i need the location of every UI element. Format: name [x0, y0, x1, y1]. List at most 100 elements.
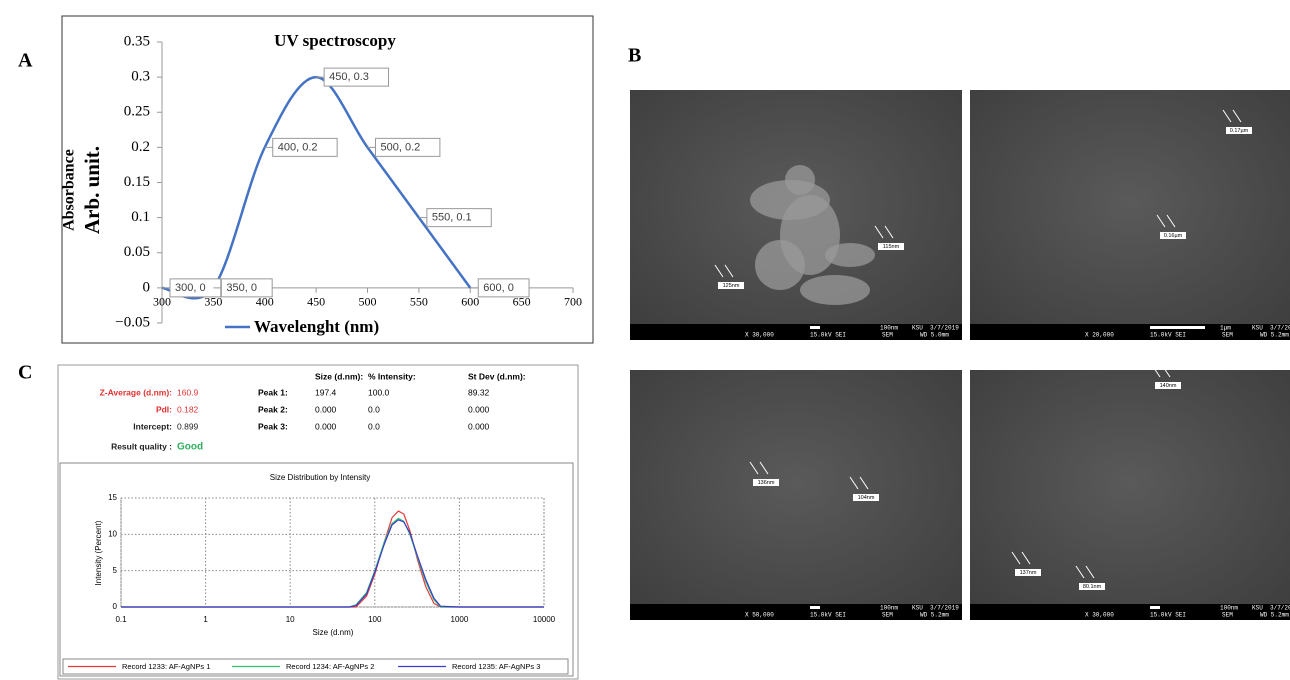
sem-info-bar — [970, 604, 1290, 620]
data-line — [121, 517, 544, 608]
panel-label: C — [18, 362, 32, 384]
measure-line — [1085, 565, 1095, 579]
measure-line — [1011, 551, 1021, 565]
measure-line — [859, 476, 869, 490]
measure-line — [1161, 364, 1171, 378]
sem-scale: 100nm — [880, 605, 898, 612]
data-label: 500, 0.2 — [381, 141, 421, 153]
peak-value: 0.000 — [315, 404, 337, 414]
measure-label: 80.1nm — [1083, 584, 1102, 590]
sem-lab: KSU — [1252, 605, 1263, 612]
measure-label: 0.16µm — [1164, 233, 1183, 239]
summary-label: Z-Average (d.nm): — [100, 387, 173, 397]
x-tick-label: 400 — [256, 295, 274, 309]
x-tick-label: 0.1 — [115, 615, 127, 624]
sem-magnification: X 20,000 — [1085, 332, 1114, 339]
sem-info-bar — [630, 604, 962, 620]
plot-area — [120, 497, 545, 608]
legend-label: Record 1234: AF-AgNPs 2 — [286, 662, 374, 671]
measure-label: 136nm — [758, 480, 775, 486]
data-label: 550, 0.1 — [432, 212, 472, 224]
measure-line — [1075, 565, 1085, 579]
x-tick-label: 10 — [286, 615, 295, 624]
measure-label: 140nm — [1160, 383, 1177, 389]
data-label-box — [426, 208, 492, 228]
panel-a-frame — [61, 15, 594, 344]
measure-label-box — [1226, 127, 1252, 134]
summary-value: 0.899 — [177, 421, 199, 431]
measure-label-box — [753, 479, 779, 486]
sem-mode: SEM — [1222, 612, 1233, 619]
sem-magnification: X 50,000 — [745, 612, 774, 619]
y-tick-label: 0.35 — [124, 33, 150, 49]
y-tick-label: −0.05 — [115, 314, 150, 330]
sem-voltage: 15.0kV SEI — [1150, 612, 1186, 619]
x-tick-label: 1 — [203, 615, 208, 624]
data-label-box — [323, 67, 390, 87]
chart-title: Size Distribution by Intensity — [270, 473, 371, 482]
data-label-box — [220, 278, 273, 298]
sem-lab: KSU — [912, 605, 923, 612]
sem-magnification: X 30,000 — [1085, 612, 1114, 619]
particle-cluster — [785, 165, 815, 195]
measure-label-box — [1160, 232, 1186, 239]
peak-value: 0.000 — [315, 421, 337, 431]
dls-plot-frame — [59, 462, 574, 677]
summary-value: Good — [177, 442, 203, 453]
summary-label: Intercept: — [133, 421, 172, 431]
peak-value: 0.000 — [468, 421, 490, 431]
sem-wd: WD 5.2mm — [920, 612, 949, 619]
sem-voltage: 15.0kV SEI — [810, 612, 846, 619]
x-tick-label: 550 — [410, 295, 428, 309]
summary-label: PdI: — [156, 404, 172, 414]
scale-bar — [1150, 606, 1160, 609]
sem-magnification: X 30,000 — [745, 332, 774, 339]
data-label: 300, 0 — [175, 282, 206, 294]
y-tick-label: 10 — [108, 529, 117, 538]
sem-scale: 100nm — [1220, 605, 1238, 612]
peak-label: Peak 1: — [258, 387, 288, 397]
peak-value: 197.4 — [315, 387, 337, 397]
data-label-box — [272, 137, 338, 157]
sem-date: 3/7/2019 — [1270, 605, 1290, 612]
sem-date: 3/7/2019 — [930, 325, 959, 332]
measure-label-box — [1079, 583, 1105, 590]
particle-cluster — [825, 243, 875, 267]
scale-bar — [810, 326, 820, 329]
measure-line — [1021, 551, 1031, 565]
y-tick-label: 0.3 — [131, 69, 150, 85]
y-tick-label: 0 — [113, 602, 118, 611]
y-tick-label: 15 — [108, 493, 117, 502]
y-tick-label: 0.2 — [131, 139, 150, 155]
measure-label: 137nm — [1020, 570, 1037, 576]
sem-wd: WD 5.0mm — [920, 332, 949, 339]
sem-mode: SEM — [882, 612, 893, 619]
measure-line — [759, 461, 769, 475]
measure-line — [749, 461, 759, 475]
legend-label: Record 1233: AF-AgNPs 1 — [122, 662, 210, 671]
peak-value: 0.0 — [368, 421, 380, 431]
scale-bar — [1150, 326, 1205, 329]
panel-label: A — [18, 50, 33, 72]
measure-label: 104nm — [858, 495, 875, 501]
sem-info-bar — [630, 324, 962, 340]
measure-label-box — [1155, 382, 1181, 389]
x-axis-label: Size (d.nm) — [313, 628, 354, 637]
y-tick-label: 0 — [143, 279, 151, 295]
legend-label: Wavelenght (nm) — [254, 317, 379, 336]
measure-line — [849, 476, 859, 490]
x-tick-label: 650 — [513, 295, 531, 309]
sem-mode: SEM — [1222, 332, 1233, 339]
x-tick-label: 350 — [204, 295, 222, 309]
peak-label: Peak 2: — [258, 404, 288, 414]
x-tick-label: 10000 — [533, 615, 556, 624]
table-header: Size (d.nm): — [315, 371, 363, 381]
measure-label-box — [878, 243, 904, 250]
x-tick-label: 600 — [461, 295, 479, 309]
measure-line — [1156, 214, 1166, 228]
peak-value: 100.0 — [368, 387, 390, 397]
data-line — [121, 510, 544, 608]
x-tick-label: 300 — [153, 295, 171, 309]
